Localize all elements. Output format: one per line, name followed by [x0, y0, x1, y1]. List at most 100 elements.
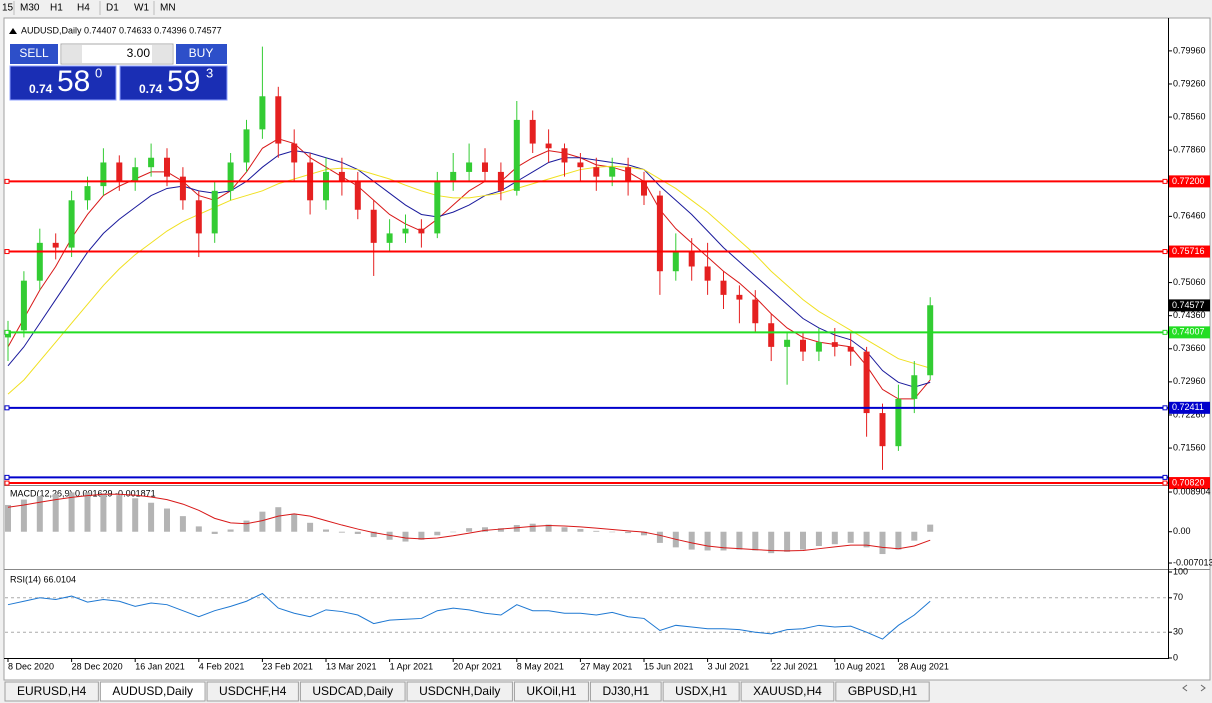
symbol-tab[interactable] — [406, 681, 513, 702]
x-tick-label: 23 Feb 2021 — [262, 661, 313, 671]
macd-bar — [100, 493, 107, 532]
symbol-tab[interactable] — [99, 681, 206, 702]
symbol-tab-label[interactable]: UKOil,H1 — [526, 684, 576, 698]
sell-button[interactable] — [10, 44, 58, 64]
candle-body — [513, 119, 520, 191]
candle-body — [545, 143, 552, 149]
macd-bar — [466, 528, 473, 532]
bid-box[interactable] — [9, 65, 117, 101]
y-tick-label: 0.71560 — [1173, 442, 1206, 452]
candle-body — [36, 242, 43, 281]
macd-bar — [434, 531, 441, 536]
tab-scroll[interactable] — [1182, 684, 1206, 692]
level-price-tag — [1169, 175, 1210, 188]
level-price-label: 0.70820 — [1172, 477, 1205, 487]
collapse-icon[interactable] — [9, 28, 17, 34]
level-handle[interactable] — [1162, 480, 1168, 486]
y-tick-label: 100 — [1173, 566, 1188, 576]
macd-bar — [20, 499, 27, 532]
x-tick-label: 13 Mar 2021 — [326, 661, 377, 671]
y-tick-label: -0.007013 — [1173, 557, 1212, 567]
candle-body — [688, 252, 695, 267]
y-tick-label: 0.74360 — [1173, 310, 1206, 320]
level-price-label: 0.72411 — [1172, 402, 1204, 412]
macd-bar — [720, 531, 727, 551]
timeframe-button[interactable]: H1 — [50, 3, 63, 14]
candle-body — [227, 162, 234, 191]
macd-bar — [68, 492, 75, 532]
moving-average — [7, 165, 931, 395]
candle-body — [704, 266, 711, 281]
level-handle[interactable] — [4, 480, 10, 486]
macd-bar — [164, 508, 170, 532]
symbol-tab[interactable] — [513, 681, 589, 702]
symbol-tab[interactable] — [740, 681, 835, 702]
level-handle[interactable] — [1162, 405, 1168, 411]
symbol-tab[interactable] — [206, 681, 299, 702]
macd-bar — [815, 531, 822, 547]
level-handle[interactable] — [1162, 178, 1168, 184]
symbol-tab-label[interactable]: USDCAD,Daily — [312, 684, 393, 698]
macd-bar — [561, 527, 568, 532]
candle-body — [291, 143, 298, 163]
lots-up[interactable] — [152, 45, 172, 63]
timeframe-button[interactable]: M30 — [20, 3, 40, 14]
level-handle[interactable] — [4, 405, 10, 411]
y-tick-label: 0.79260 — [1173, 78, 1206, 88]
bid-main: 58 — [57, 65, 90, 98]
symbol-tab[interactable] — [835, 681, 930, 702]
timeframe-button[interactable]: W1 — [134, 3, 149, 14]
ask-main: 59 — [167, 65, 200, 98]
symbol-tab-label[interactable]: USDCHF,H4 — [219, 684, 287, 698]
y-tick-label: 0.008904 — [1173, 486, 1211, 496]
y-tick-label: 0.76460 — [1173, 211, 1206, 221]
symbol-tab-label[interactable]: GBPUSD,H1 — [848, 684, 918, 698]
symbol-tab[interactable] — [662, 681, 740, 702]
ask-box[interactable] — [119, 65, 228, 101]
level-price-tag — [1169, 326, 1210, 339]
level-handle[interactable] — [1162, 474, 1168, 480]
toolbar — [0, 0, 1212, 17]
macd-bar — [800, 531, 806, 550]
symbol-tab-label[interactable]: EURUSD,H4 — [17, 684, 87, 698]
timeframe-button[interactable]: D1 — [106, 3, 119, 14]
lots-input[interactable] — [60, 43, 174, 65]
level-handle[interactable] — [4, 474, 10, 480]
symbol-tab[interactable] — [4, 681, 99, 702]
symbol-tab-label[interactable]: DJ30,H1 — [602, 684, 649, 698]
macd-bar — [529, 523, 536, 532]
candle-body — [752, 299, 759, 324]
lots-down[interactable] — [62, 45, 82, 63]
level-handle[interactable] — [1162, 329, 1168, 335]
one-click-trading: SELL 3.00 BUY 0.74 58 0 0.74 59 3 — [9, 43, 228, 101]
level-handle[interactable] — [4, 249, 10, 255]
symbol-tab-label[interactable]: AUDUSD,Daily — [112, 684, 193, 698]
level-handle[interactable] — [4, 329, 10, 335]
macd-bar — [831, 531, 838, 545]
symbol-tab-label[interactable]: USDX,H1 — [675, 684, 727, 698]
symbol-tab-label[interactable]: USDCNH,Daily — [419, 684, 500, 698]
buy-button[interactable] — [176, 44, 227, 64]
symbol-tab[interactable] — [589, 681, 662, 702]
candle-body — [450, 171, 457, 182]
candle-body — [354, 181, 361, 210]
level-price-tag — [1169, 477, 1210, 490]
symbol-tab-label[interactable]: XAUUSD,H4 — [753, 684, 822, 698]
timeframe-button[interactable]: H4 — [77, 3, 90, 14]
symbol-tab[interactable] — [299, 681, 406, 702]
x-tick-label: 22 Jul 2021 — [771, 661, 818, 671]
x-tick-label: 20 Apr 2021 — [453, 661, 502, 671]
macd-bar — [227, 529, 234, 532]
timeframe-button[interactable]: MN — [160, 3, 176, 14]
level-handle[interactable] — [1162, 249, 1168, 255]
macd-bar — [911, 531, 918, 541]
level-handle[interactable] — [4, 178, 10, 184]
candle-body — [879, 413, 886, 447]
candle-body — [641, 181, 647, 196]
candle-body — [784, 339, 791, 347]
macd-bar — [179, 516, 186, 532]
candle-body — [148, 157, 155, 168]
macd-title: MACD(12,26,9) 0.001629 -0.001871 — [10, 488, 156, 498]
macd-bar — [784, 531, 791, 552]
timeframe-button[interactable]: 15 — [2, 3, 14, 14]
